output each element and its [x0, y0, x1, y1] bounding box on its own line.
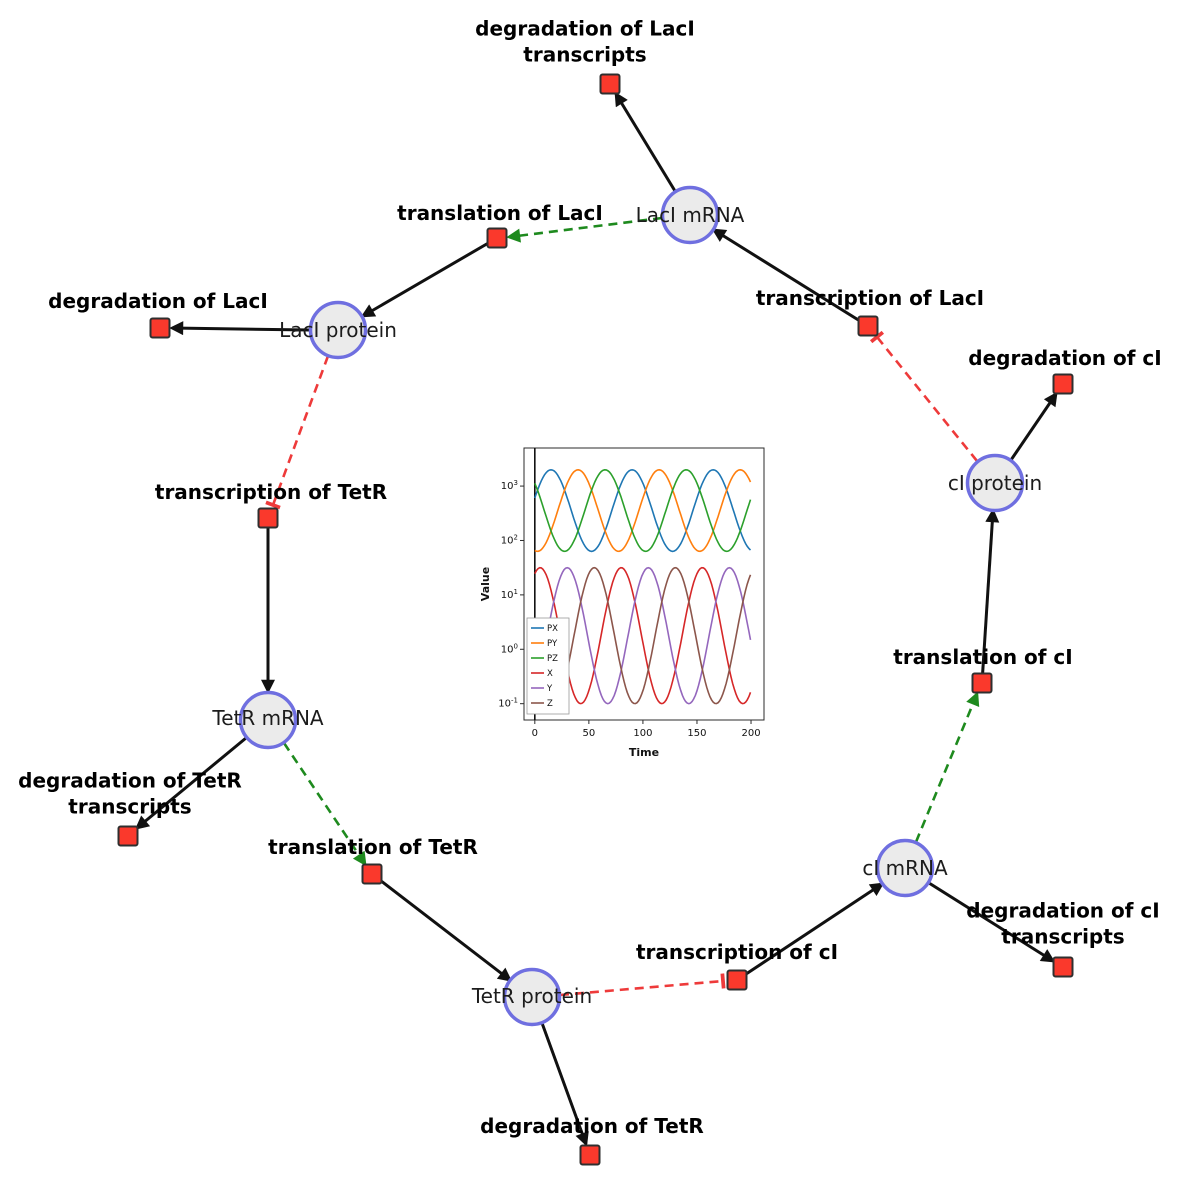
legend-label-PY: PY [547, 639, 558, 649]
simulation-inset-chart: 0 50 100 150 200 10-1 100 101 102 103 Time Value PX P… [478, 438, 770, 762]
edge-translation-tetr-to-tetr-protein [371, 872, 513, 982]
x-axis-label: Time [629, 746, 659, 759]
legend-label-Y: Y [546, 684, 553, 694]
edge-laci-protein-inhibits-transcription-tetr [265, 355, 330, 510]
series-line-Z [534, 566, 752, 705]
reaction-node-degradation-ci-transcripts [1052, 956, 1074, 978]
y-tick-label: 102 [501, 533, 518, 546]
edge-transcription-ci-to-ci-mrna [736, 882, 885, 982]
label-degradation-tetr: degradation of TetR [480, 1113, 704, 1138]
legend-label-X: X [547, 669, 553, 679]
label-ci-mrna: cI mRNA [862, 856, 948, 880]
edge-translation-ci-to-ci-protein [980, 508, 1000, 684]
label-laci-mrna: LacI mRNA [635, 203, 745, 227]
edge-tetr-protein-inhibits-transcription-ci [559, 973, 726, 997]
edge-laci-mrna-catalyzes-translation [506, 216, 663, 243]
species-node-laci-mrna [660, 185, 720, 245]
reaction-node-degradation-tetr-transcripts [117, 825, 139, 847]
reaction-node-translation-ci [971, 672, 993, 694]
legend-box [526, 617, 570, 715]
label-transcription-ci: transcription of cI [635, 939, 839, 964]
label-translation-ci: translation of cI [893, 644, 1073, 669]
reaction-node-degradation-tetr [579, 1144, 601, 1166]
species-node-laci-protein [308, 300, 368, 360]
x-tick-label: 0 [532, 728, 538, 739]
edge-tetr-protein-to-degradation [540, 1022, 589, 1147]
label-transcription-laci: transcription of LacI [755, 285, 985, 310]
label-ci-protein: cI protein [947, 471, 1043, 495]
edge-laci-mrna-to-degradation-transcripts [614, 91, 677, 192]
edge-tetr-mrna-catalyzes-translation [282, 742, 367, 867]
reaction-node-transcription-laci [857, 315, 879, 337]
reaction-node-translation-tetr [361, 863, 383, 885]
legend-label-PX: PX [547, 624, 558, 634]
x-tick-label: 100 [633, 728, 652, 739]
edge-ci-protein-inhibits-transcription-laci [869, 330, 979, 462]
reaction-node-transcription-ci [726, 969, 748, 991]
edge-ci-mrna-to-degradation-transcripts [928, 881, 1056, 963]
y-tick-label: 101 [501, 588, 518, 601]
edge-translation-laci-to-laci-protein [360, 236, 498, 318]
x-tick-label: 200 [741, 728, 760, 739]
series-line-PY [534, 468, 752, 553]
edge-ci-mrna-catalyzes-translation [914, 691, 980, 843]
label-degradation-laci: degradation of LacI [48, 288, 268, 313]
reaction-node-degradation-laci [149, 317, 171, 339]
label-degradation-laci-transcripts: degradation of LacI transcripts [475, 16, 695, 67]
label-laci-protein: LacI protein [279, 318, 397, 342]
time-series-plot: 0 50 100 150 200 10-1 100 101 102 103 Time Value PX P… [479, 447, 765, 759]
edge-tetr-mrna-to-degradation-transcripts [134, 736, 247, 830]
species-node-ci-protein [965, 453, 1025, 513]
species-node-tetr-mrna [238, 690, 298, 750]
reaction-node-degradation-ci [1052, 373, 1074, 395]
label-translation-tetr: translation of TetR [268, 834, 478, 859]
label-tetr-protein: TetR protein [471, 984, 593, 1008]
label-degradation-ci: degradation of cI [968, 345, 1162, 370]
y-tick-label: 10-1 [498, 697, 518, 710]
label-degradation-ci-transcripts: degradation of cI transcripts [966, 898, 1160, 949]
reaction-node-degradation-laci-transcripts [599, 73, 621, 95]
species-node-tetr-protein [502, 967, 562, 1027]
series-line-PX [534, 468, 752, 553]
legend-label-PZ: PZ [547, 654, 558, 664]
reaction-node-translation-laci [486, 227, 508, 249]
x-tick-label: 150 [687, 728, 706, 739]
edge-laci-protein-to-degradation [169, 321, 311, 336]
series-line-PZ [534, 468, 752, 553]
edge-transcription-laci-to-laci-mrna [711, 228, 869, 328]
species-node-ci-mrna [875, 838, 935, 898]
y-tick-label: 100 [501, 642, 518, 655]
edge-ci-protein-to-degradation [1009, 391, 1058, 461]
series-line-Y [534, 566, 752, 705]
label-transcription-tetr: transcription of TetR [154, 479, 388, 504]
label-translation-laci: translation of LacI [397, 200, 603, 225]
legend-label-Z: Z [547, 699, 553, 709]
y-tick-label: 103 [501, 479, 518, 492]
series-line-X [534, 566, 752, 705]
label-degradation-tetr-transcripts: degradation of TetR transcripts [18, 768, 242, 819]
x-tick-label: 50 [582, 728, 595, 739]
reaction-node-transcription-tetr [257, 507, 279, 529]
label-tetr-mrna: TetR mRNA [212, 706, 324, 730]
y-axis-label: Value [479, 567, 492, 601]
